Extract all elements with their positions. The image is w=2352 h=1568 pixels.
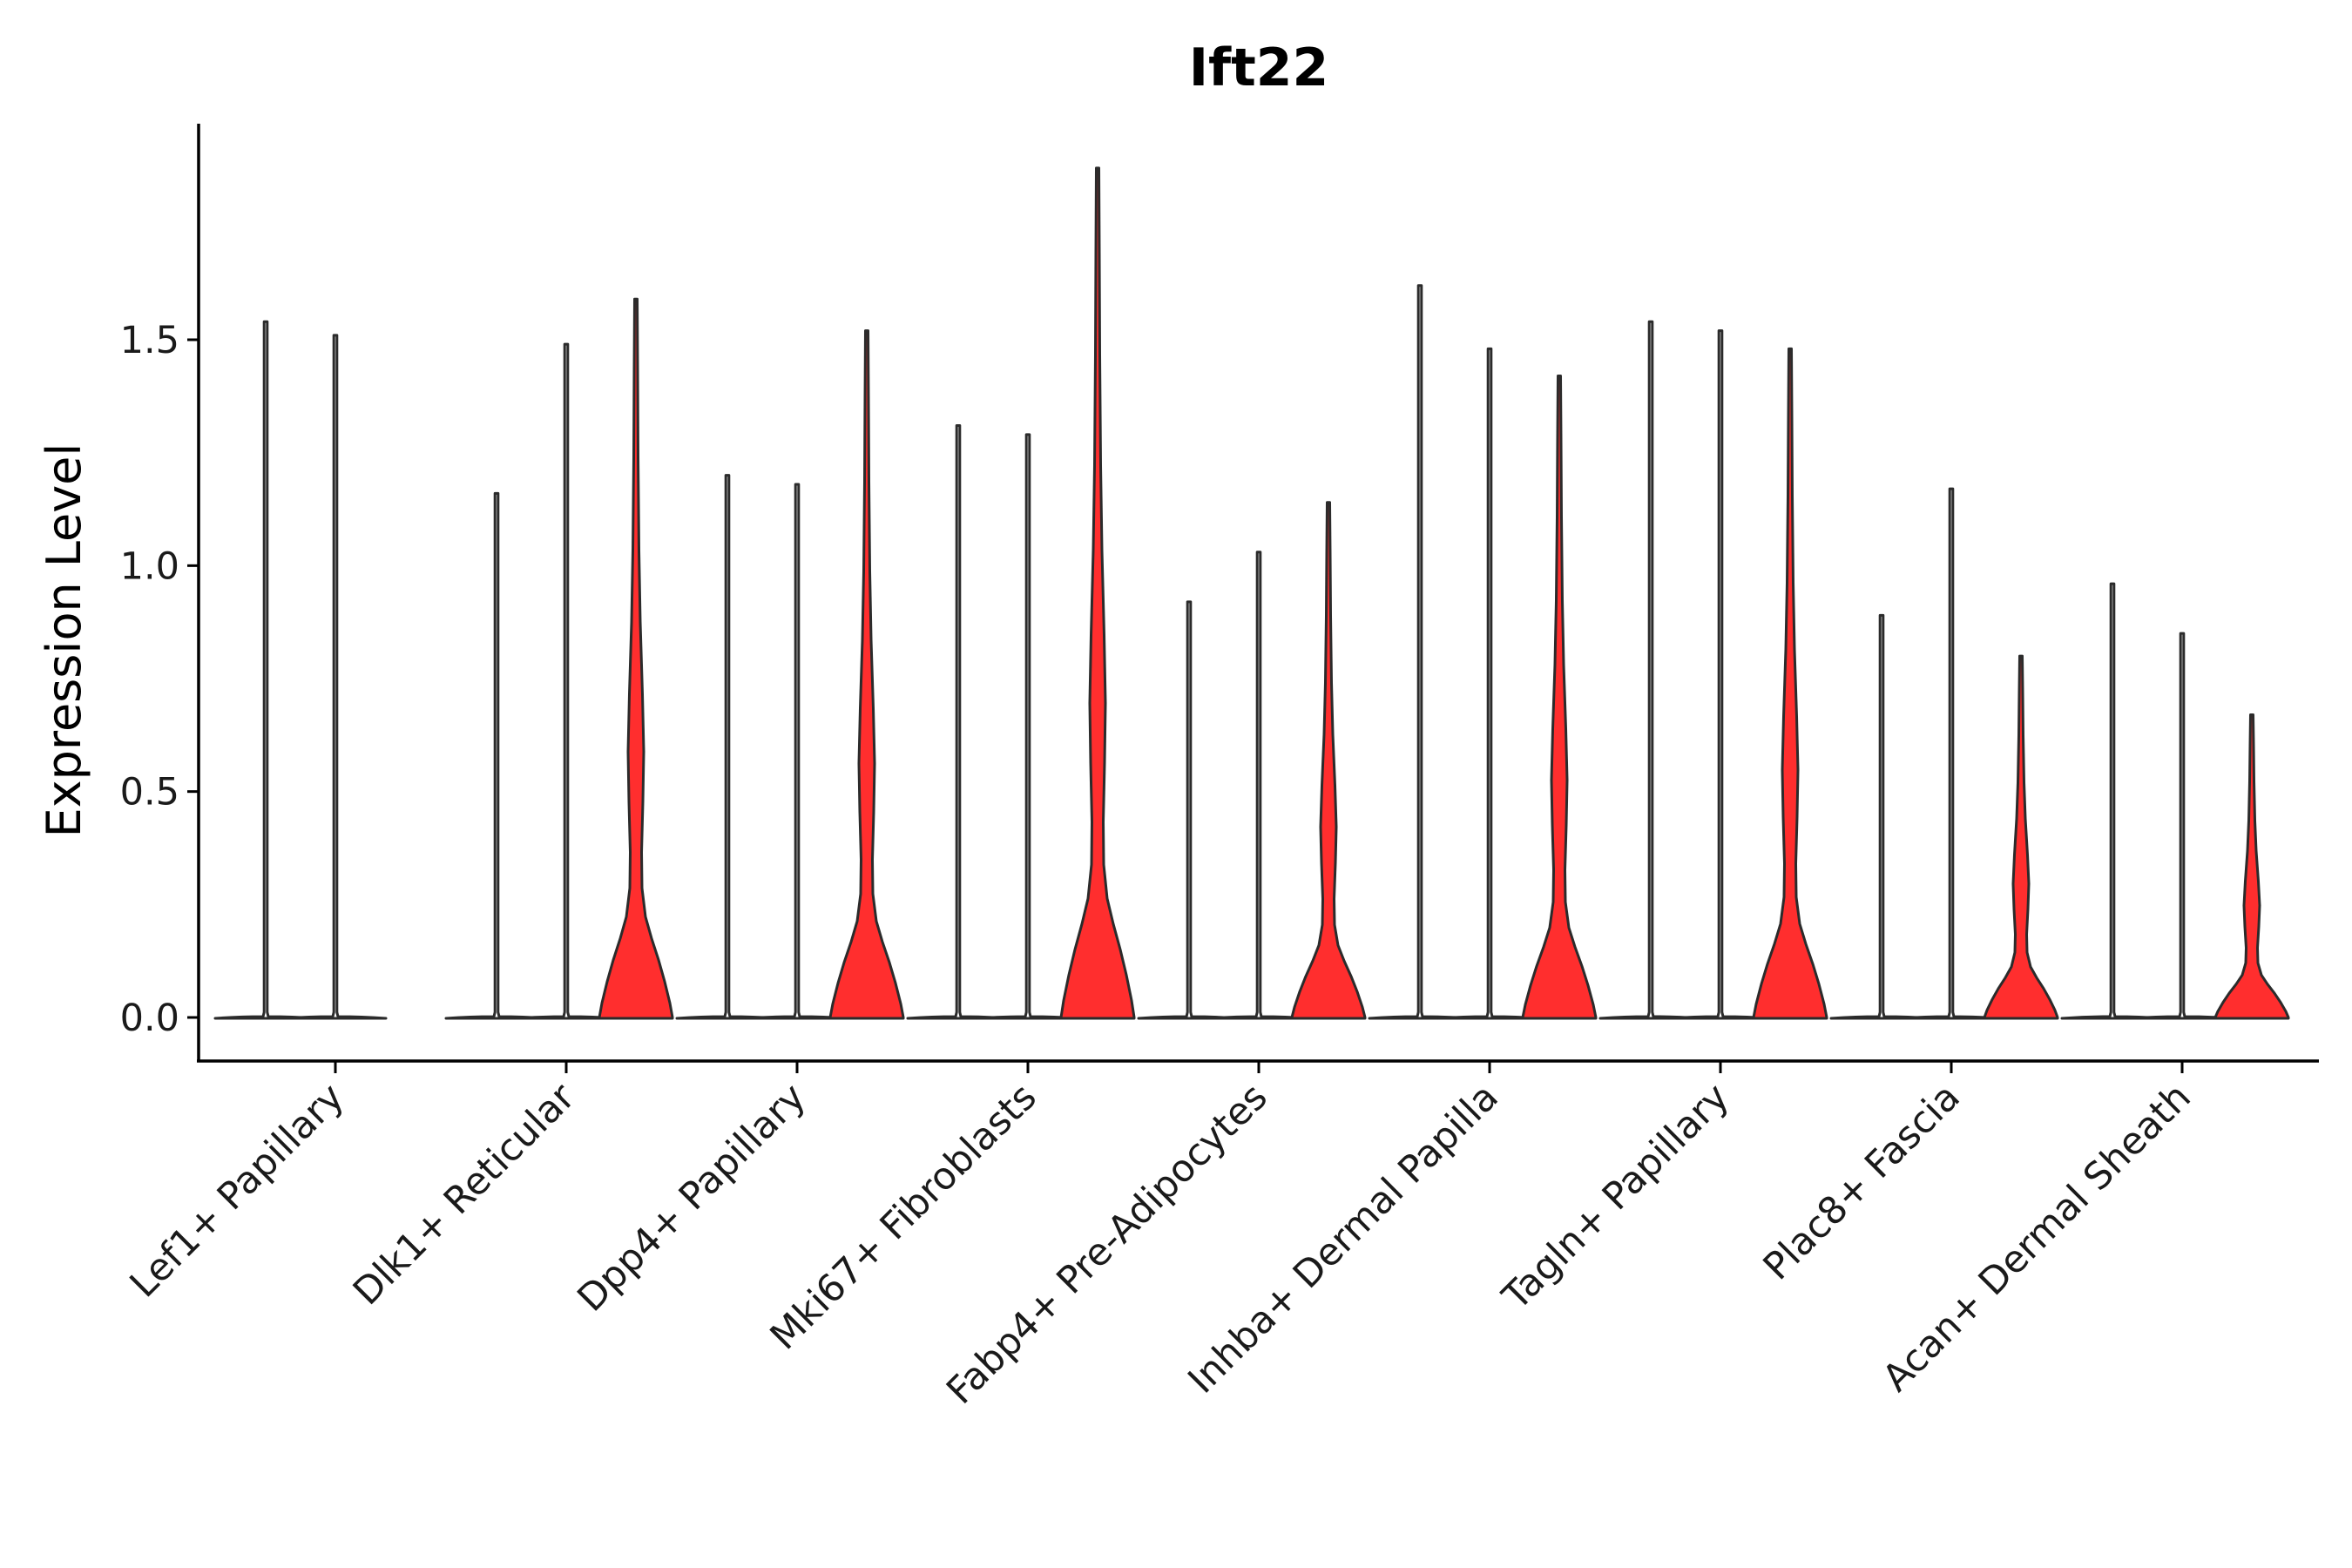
y-tick-label: 0.0 — [120, 997, 179, 1040]
violin-shape — [1059, 166, 1136, 1020]
violin-shape — [1668, 329, 1773, 1020]
violin-shape — [1290, 501, 1367, 1020]
violin-shape — [976, 433, 1080, 1020]
violin-shape — [1437, 347, 1542, 1020]
violin-shape — [598, 297, 674, 1020]
violin-shape — [1206, 551, 1311, 1020]
violin-shape — [675, 474, 780, 1020]
y-tick-label: 0.5 — [120, 771, 179, 814]
x-tick-label: Mki67+ Fibroblasts — [762, 1075, 1045, 1358]
x-tick-label: Tagln+ Papillary — [1494, 1075, 1738, 1319]
violin-shape — [745, 483, 849, 1020]
chart-title: Ift22 — [1189, 37, 1329, 98]
y-tick-label: 1.5 — [120, 319, 179, 362]
x-tick-label: Plac8+ Fascia — [1755, 1075, 1969, 1288]
y-axis-ticks: 0.0 0.5 1.0 1.5 — [120, 319, 199, 1040]
violin-shape — [1899, 487, 2004, 1020]
violin-shape — [1368, 284, 1472, 1020]
violin-shape — [1983, 654, 2059, 1020]
violin-shape — [444, 491, 549, 1020]
violin-shape — [2060, 582, 2165, 1020]
violin-shape — [2130, 632, 2234, 1020]
violin-shape — [1598, 320, 1703, 1020]
violin-shape — [1752, 347, 1828, 1020]
x-tick-label: Lef1+ Papillary — [122, 1075, 353, 1306]
x-tick-label: Dpp4+ Papillary — [570, 1075, 814, 1320]
violin-shape — [514, 342, 618, 1020]
violin-shape — [906, 424, 1010, 1020]
violin-shape — [1829, 613, 1934, 1020]
violin-layer — [213, 166, 2290, 1020]
violin-shape — [213, 320, 318, 1020]
violin-shape — [283, 334, 388, 1020]
violin-shape — [1521, 375, 1598, 1020]
y-tick-label: 1.0 — [120, 544, 179, 588]
y-axis-label: Expression Level — [37, 443, 91, 838]
violin-shape — [828, 329, 905, 1020]
violin-shape — [1137, 600, 1241, 1020]
x-tick-label: Dlk1+ Reticular — [345, 1075, 584, 1314]
violin-shape — [2213, 713, 2290, 1020]
